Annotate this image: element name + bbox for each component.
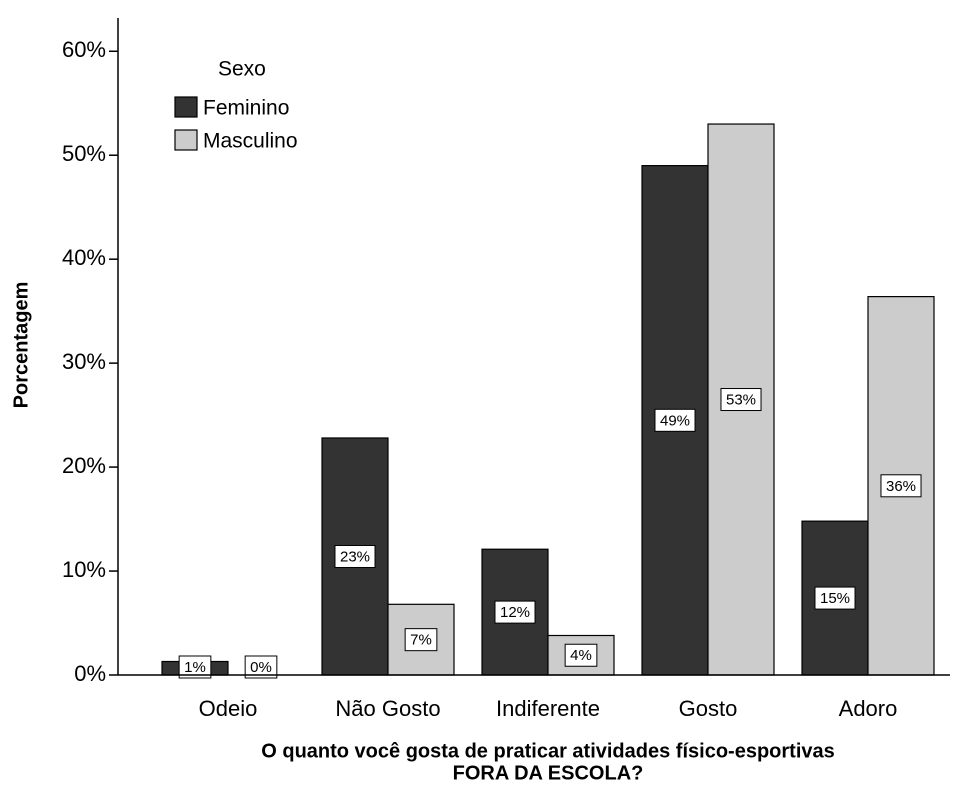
value-label-box	[814, 586, 856, 610]
value-label: 12%	[500, 604, 530, 621]
y-tick-label: 50%	[62, 141, 106, 166]
y-axis-title: Porcentagem	[10, 282, 32, 409]
value-label-box	[334, 544, 376, 568]
x-axis-title: O quanto você gosta de praticar atividad…	[261, 740, 835, 762]
y-tick-label: 0%	[74, 661, 106, 686]
legend-title: Sexo	[218, 58, 266, 81]
x-tick-label: Não Gosto	[335, 696, 440, 721]
y-tick-label: 30%	[62, 349, 106, 374]
value-label-box	[244, 655, 278, 679]
value-label-box	[178, 655, 212, 679]
value-label-box	[720, 388, 762, 412]
value-label: 1%	[184, 659, 206, 676]
y-tick-label: 20%	[62, 453, 106, 478]
value-label-box	[404, 628, 438, 652]
y-tick-label: 60%	[62, 37, 106, 62]
x-axis-title: FORA DA ESCOLA?	[453, 762, 644, 784]
x-tick-label: Adoro	[839, 696, 898, 721]
value-label: 49%	[660, 412, 690, 429]
value-label: 53%	[726, 391, 756, 408]
legend-swatch	[174, 129, 198, 151]
value-label: 15%	[820, 590, 850, 607]
value-label-box	[564, 643, 598, 667]
value-label: 4%	[570, 647, 592, 664]
value-label: 0%	[250, 659, 272, 676]
x-tick-label: Indiferente	[496, 696, 600, 721]
x-tick-label: Odeio	[199, 696, 258, 721]
y-tick-label: 40%	[62, 245, 106, 270]
x-tick-label: Gosto	[679, 696, 738, 721]
legend-swatch	[174, 96, 198, 118]
value-label-box	[880, 474, 922, 498]
legend-label: Masculino	[203, 130, 298, 153]
legend-label: Feminino	[203, 97, 289, 120]
value-label: 7%	[410, 632, 432, 649]
y-tick-label: 10%	[62, 557, 106, 582]
value-label: 23%	[340, 548, 370, 565]
value-label: 36%	[886, 478, 916, 495]
value-label-box	[494, 600, 536, 624]
value-label-box	[654, 408, 696, 432]
